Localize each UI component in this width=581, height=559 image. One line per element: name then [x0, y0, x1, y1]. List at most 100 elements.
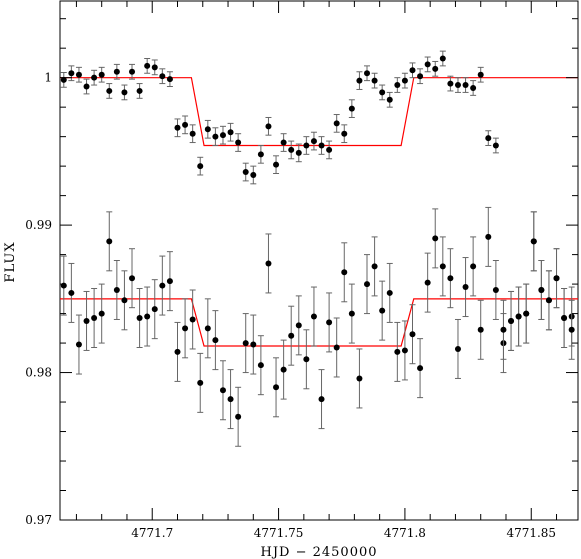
data-point [129, 63, 136, 80]
data-marker [386, 289, 393, 296]
data-point [242, 313, 249, 374]
data-point [144, 286, 151, 347]
data-point [310, 131, 317, 151]
data-point [303, 329, 310, 390]
data-marker [470, 263, 477, 270]
data-marker [257, 151, 264, 158]
data-marker [454, 345, 461, 352]
data-point [159, 255, 166, 316]
data-point [538, 260, 545, 320]
data-point [508, 290, 515, 351]
data-point [242, 162, 249, 182]
data-marker [273, 384, 280, 391]
data-marker [136, 315, 143, 322]
data-marker [227, 396, 234, 403]
data-point [417, 68, 424, 85]
data-marker [113, 286, 120, 293]
data-point [219, 125, 226, 145]
data-point [113, 63, 120, 80]
data-marker [295, 149, 302, 156]
data-marker [257, 362, 264, 369]
model-curves [60, 77, 578, 347]
data-marker [568, 326, 575, 333]
data-marker [303, 142, 310, 149]
data-marker [364, 281, 371, 288]
data-marker [159, 282, 166, 289]
data-marker [545, 297, 552, 304]
data-marker [341, 130, 348, 137]
data-point [477, 299, 484, 360]
data-marker [477, 71, 484, 78]
data-marker [151, 306, 158, 313]
data-marker [189, 130, 196, 137]
data-point [83, 78, 90, 95]
data-point [83, 290, 90, 351]
data-marker [295, 322, 302, 329]
data-marker [401, 347, 408, 354]
data-marker [333, 120, 340, 127]
data-marker [401, 77, 408, 84]
data-marker [182, 325, 189, 332]
y-tick-label: 0.98 [25, 366, 52, 380]
data-point [379, 280, 386, 341]
data-point [303, 136, 310, 155]
data-point [341, 124, 348, 144]
data-marker [204, 325, 211, 332]
data-point [545, 270, 552, 331]
data-point [204, 298, 211, 359]
data-marker [485, 135, 492, 142]
data-point [364, 254, 371, 315]
data-point [227, 369, 234, 430]
data-point [424, 56, 431, 73]
data-point [60, 72, 67, 88]
data-point [348, 283, 355, 344]
data-point [166, 251, 173, 312]
data-marker [68, 70, 75, 77]
data-point [364, 65, 371, 82]
data-point [561, 288, 568, 348]
data-point [439, 50, 446, 67]
data-point [326, 292, 333, 353]
data-point [417, 338, 424, 399]
data-marker [227, 129, 234, 136]
data-point [60, 255, 67, 316]
data-point [485, 206, 492, 267]
data-marker [364, 70, 371, 77]
data-marker [371, 77, 378, 84]
data-marker [106, 238, 113, 245]
data-point [113, 260, 120, 320]
data-point [174, 321, 181, 382]
data-marker [318, 142, 325, 149]
data-marker [485, 233, 492, 240]
data-marker [144, 62, 151, 69]
data-point [151, 59, 158, 76]
data-marker [341, 269, 348, 276]
data-marker [182, 121, 189, 128]
data-marker [265, 260, 272, 267]
data-point [424, 252, 431, 313]
data-point [447, 75, 454, 92]
x-tick-label: 4771.75 [254, 526, 304, 540]
data-point [68, 262, 75, 323]
data-point [500, 299, 507, 360]
data-point [310, 286, 317, 347]
data-marker [68, 289, 75, 296]
data-point [182, 298, 189, 359]
data-point [106, 83, 113, 99]
x-axis-label: HJD − 2450000 [260, 545, 377, 559]
data-point [386, 91, 393, 108]
data-marker [386, 96, 393, 103]
data-point [409, 62, 416, 79]
data-point [394, 77, 401, 93]
data-marker [129, 68, 136, 75]
data-marker [60, 282, 67, 289]
data-point [379, 84, 386, 101]
data-point [530, 211, 537, 272]
data-marker [409, 67, 416, 74]
data-marker [447, 80, 454, 87]
data-point [98, 283, 105, 344]
y-axis-label: FLUX [3, 241, 18, 282]
data-point [235, 133, 242, 152]
data-marker [417, 365, 424, 372]
